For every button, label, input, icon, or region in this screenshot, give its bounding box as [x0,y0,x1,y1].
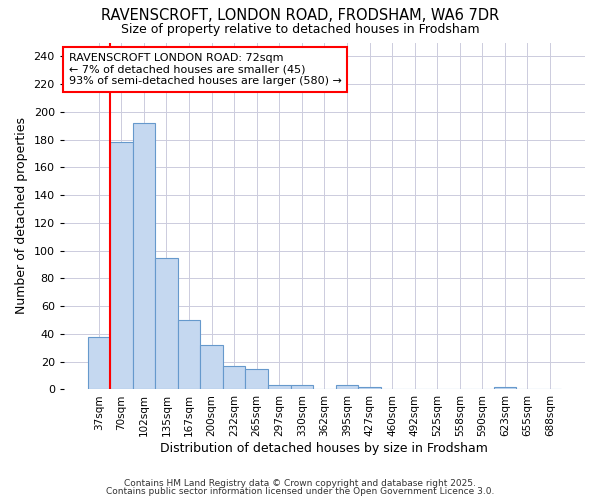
Bar [178,320,200,390]
Text: RAVENSCROFT LONDON ROAD: 72sqm
← 7% of detached houses are smaller (45)
93% of s: RAVENSCROFT LONDON ROAD: 72sqm ← 7% of d… [69,53,342,86]
X-axis label: Distribution of detached houses by size in Frodsham: Distribution of detached houses by size … [160,442,488,455]
Text: Size of property relative to detached houses in Frodsham: Size of property relative to detached ho… [121,22,479,36]
Bar [133,123,155,390]
Bar [110,142,133,390]
Bar [245,368,268,390]
Bar [268,386,290,390]
Text: Contains public sector information licensed under the Open Government Licence 3.: Contains public sector information licen… [106,487,494,496]
Bar [88,336,110,390]
Text: RAVENSCROFT, LONDON ROAD, FRODSHAM, WA6 7DR: RAVENSCROFT, LONDON ROAD, FRODSHAM, WA6 … [101,8,499,22]
Text: Contains HM Land Registry data © Crown copyright and database right 2025.: Contains HM Land Registry data © Crown c… [124,478,476,488]
Bar [155,258,178,390]
Bar [335,386,358,390]
Bar [290,386,313,390]
Y-axis label: Number of detached properties: Number of detached properties [15,118,28,314]
Bar [494,386,516,390]
Bar [223,366,245,390]
Bar [358,386,381,390]
Bar [200,345,223,390]
